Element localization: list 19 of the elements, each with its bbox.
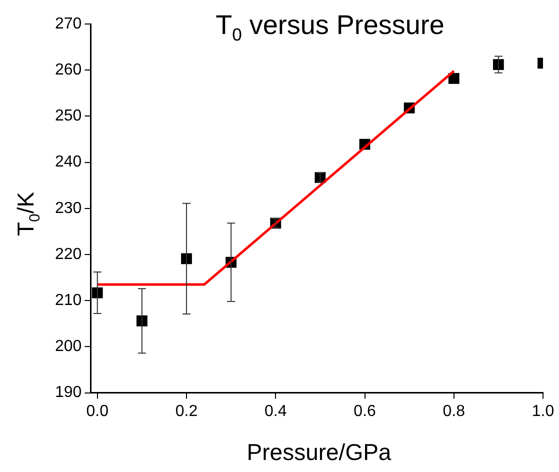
point [448,72,460,84]
y-tick-label: 220 [54,246,82,263]
x-tick-label: 1.0 [532,402,554,420]
y-tick-label: 270 [54,15,82,32]
y-tick-label: 250 [54,108,82,125]
y-tick-label: 190 [54,384,82,402]
y-tick-label: 240 [54,154,82,171]
x-tick-label: 0.2 [175,402,198,420]
y-tick-label: 210 [54,292,82,310]
x-tick-label: 0.4 [264,402,287,420]
y-tick-label: 230 [54,200,82,217]
x-tick-label: 0.0 [86,402,109,420]
x-axis-title: Pressure/GPa [246,439,392,466]
chart-title: T$_{0}$ versus Pressure [216,10,444,46]
x-tick-label: 0.6 [354,402,376,420]
y-tick-label: 200 [54,338,82,356]
x-tick-label: 0.8 [442,402,466,420]
point [492,59,504,70]
y-tick-label: 260 [54,62,82,79]
